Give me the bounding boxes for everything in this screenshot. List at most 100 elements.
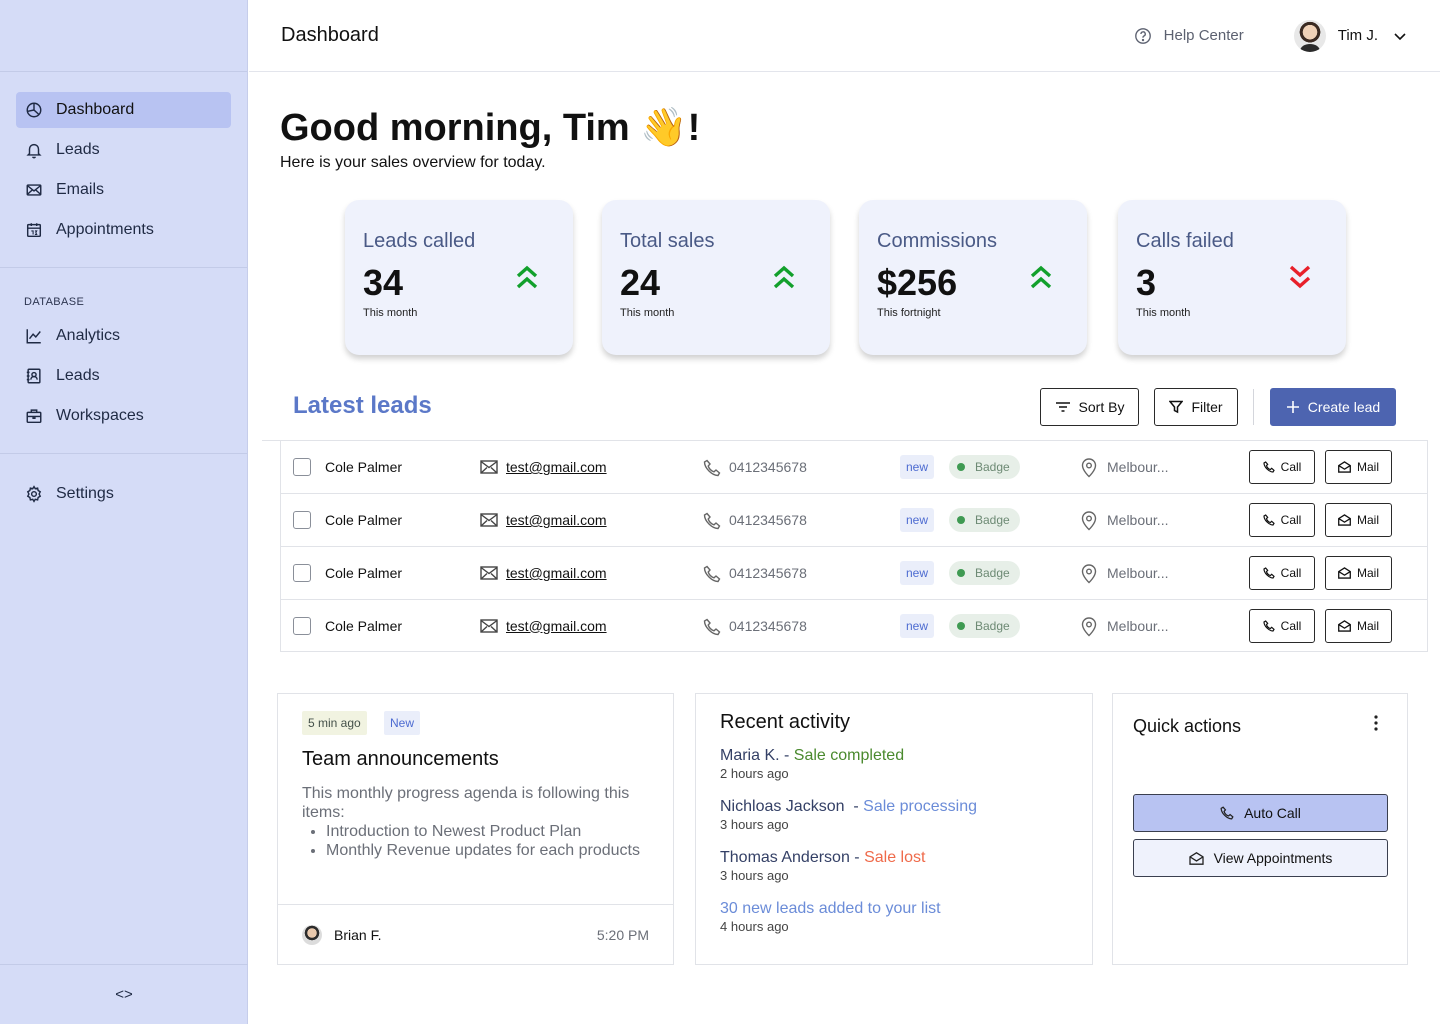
gear-icon	[26, 485, 42, 503]
lead-name: Cole Palmer	[325, 459, 403, 475]
code-brackets-icon: <>	[115, 986, 133, 1003]
sidebar-item-label: Dashboard	[56, 101, 135, 118]
mail-button[interactable]: Mail	[1325, 503, 1392, 537]
sidebar-item-label: Analytics	[56, 327, 121, 344]
line-chart-icon	[26, 329, 41, 344]
top-bar: Dashboard Help Center Tim J.	[249, 0, 1440, 72]
announcement-author: Brian F.	[334, 927, 382, 943]
status-badge: Badge	[949, 561, 1020, 585]
sidebar-collapse-button[interactable]: <>	[0, 964, 248, 1024]
briefcase-icon	[26, 409, 42, 424]
create-lead-button[interactable]: Create lead	[1270, 388, 1396, 426]
lead-phone: 0412345678	[729, 459, 807, 475]
mail-label: Mail	[1356, 619, 1379, 633]
table-row: Cole Palmer test@gmail.com 0412345678 ne…	[280, 599, 1428, 652]
row-checkbox[interactable]	[293, 511, 311, 529]
lead-email-link[interactable]: test@gmail.com	[506, 459, 607, 475]
call-button[interactable]: Call	[1249, 609, 1315, 643]
view-appointments-button[interactable]: View Appointments	[1133, 839, 1388, 877]
call-button[interactable]: Call	[1249, 503, 1315, 537]
call-label: Call	[1280, 566, 1302, 580]
envelope-open-icon	[1188, 851, 1204, 865]
badge-label: Badge	[975, 618, 1010, 633]
status-tag: new	[900, 613, 935, 638]
call-label: Call	[1280, 619, 1302, 633]
mail-icon	[480, 619, 498, 633]
leads-table: Cole Palmer test@gmail.com 0412345678 ne…	[262, 440, 1428, 652]
lead-email-link[interactable]: test@gmail.com	[506, 617, 607, 634]
location-pin-icon	[1081, 511, 1097, 531]
stat-period: This fortnight	[877, 307, 941, 319]
plus-icon	[1286, 401, 1299, 413]
contact-book-icon	[26, 368, 41, 384]
activity-link[interactable]: 30 new leads added to your list	[720, 900, 941, 917]
view-appointments-label: View Appointments	[1213, 850, 1333, 866]
sort-lines-icon	[1055, 402, 1070, 412]
phone-icon	[703, 459, 721, 477]
announcement-body: This monthly progress agenda is followin…	[302, 784, 642, 860]
more-vertical-icon[interactable]	[1373, 714, 1379, 732]
sidebar-item-dashboard[interactable]: Dashboard	[16, 92, 231, 128]
create-lead-label: Create lead	[1307, 399, 1381, 415]
row-checkbox[interactable]	[293, 458, 311, 476]
sidebar-item-appointments[interactable]: Appointments	[16, 212, 231, 248]
row-checkbox[interactable]	[293, 564, 311, 582]
help-center-link[interactable]: Help Center	[1134, 27, 1244, 45]
status-badge: Badge	[949, 508, 1020, 532]
phone-icon	[1263, 620, 1275, 632]
activity-item: Thomas Anderson - Sale lost 3 hours ago	[720, 849, 925, 883]
sidebar-item-leads[interactable]: Leads	[16, 132, 231, 168]
mail-button[interactable]: Mail	[1325, 556, 1392, 590]
stat-card-calls-failed: Calls failed 3 This month	[1118, 200, 1346, 355]
double-chevron-up-icon	[1030, 265, 1052, 289]
lead-phone: 0412345678	[729, 565, 807, 581]
stat-period: This month	[1136, 307, 1191, 319]
activity-time: 3 hours ago	[720, 817, 789, 832]
sidebar-section-heading: DATABASE	[24, 296, 85, 308]
call-button[interactable]: Call	[1249, 450, 1315, 484]
sidebar-item-analytics[interactable]: Analytics	[16, 318, 231, 354]
pie-chart-icon	[26, 102, 42, 118]
lead-location: Melbour...	[1107, 565, 1169, 581]
sidebar-item-settings[interactable]: Settings	[16, 476, 231, 512]
greeting-subtitle: Here is your sales overview for today.	[280, 154, 546, 171]
filter-label: Filter	[1191, 399, 1223, 415]
stat-card-total-sales: Total sales 24 This month	[602, 200, 830, 355]
envelope-open-icon	[1338, 567, 1351, 579]
stat-label: Total sales	[620, 230, 715, 252]
lead-email-link[interactable]: test@gmail.com	[506, 565, 607, 581]
phone-icon	[1263, 567, 1275, 579]
avatar	[1293, 19, 1326, 52]
stat-label: Leads called	[363, 230, 476, 252]
announcement-footer: Brian F. 5:20 PM	[278, 904, 673, 965]
stat-label: Commissions	[877, 230, 998, 252]
lead-email-link[interactable]: test@gmail.com	[506, 512, 607, 528]
user-menu[interactable]: Tim J.	[1293, 19, 1408, 52]
sidebar-item-leads-db[interactable]: Leads	[16, 358, 231, 394]
toolbar-divider	[1253, 389, 1254, 425]
recent-activity-title: Recent activity	[720, 711, 851, 733]
filter-button[interactable]: Filter	[1154, 388, 1238, 426]
call-button[interactable]: Call	[1249, 556, 1315, 590]
mail-icon	[480, 566, 498, 580]
status-badge: Badge	[949, 613, 1020, 638]
sidebar-item-label: Settings	[56, 485, 114, 502]
sort-by-button[interactable]: Sort By	[1040, 388, 1139, 426]
activity-item: Maria K. - Sale completed 2 hours ago	[720, 747, 904, 781]
lead-location: Melbour...	[1107, 459, 1169, 475]
activity-person: Nichloas Jackson -	[720, 798, 864, 815]
mail-button[interactable]: Mail	[1325, 609, 1392, 643]
lead-name: Cole Palmer	[325, 617, 403, 634]
auto-call-button[interactable]: Auto Call	[1133, 794, 1388, 832]
sidebar-item-workspaces[interactable]: Workspaces	[16, 398, 231, 434]
stat-value: 34	[363, 262, 404, 303]
sidebar-item-emails[interactable]: Emails	[16, 172, 231, 208]
sidebar-main-nav: Dashboard Leads Emails Appointments	[0, 72, 247, 268]
sidebar-item-label: Workspaces	[56, 407, 144, 424]
mail-button[interactable]: Mail	[1325, 450, 1392, 484]
help-center-label: Help Center	[1163, 27, 1244, 44]
row-checkbox[interactable]	[293, 616, 311, 635]
activity-item: Nichloas Jackson - Sale processing 3 hou…	[720, 798, 977, 832]
envelope-open-icon	[1338, 620, 1351, 632]
phone-icon	[1263, 461, 1275, 473]
